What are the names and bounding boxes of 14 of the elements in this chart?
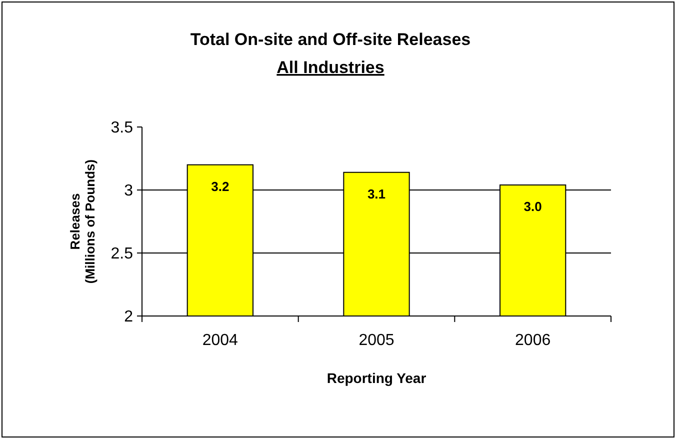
data-label: 3.0 (524, 198, 542, 214)
x-tick-label: 2005 (358, 332, 394, 349)
y-tick-label: 3 (124, 182, 134, 200)
y-axis-title: Releases (Millions of Pounds) (68, 159, 98, 284)
data-label: 3.1 (367, 186, 386, 202)
y-tick-label: 2.5 (110, 246, 134, 263)
chart-title: Total On-site and Off-site Releases (190, 30, 471, 49)
y-tick-label: 3.5 (110, 120, 134, 137)
x-axis-title: Reporting Year (326, 370, 427, 386)
x-tick-label: 2006 (515, 332, 551, 349)
y-tick-label: 2 (124, 308, 134, 326)
data-label: 3.2 (211, 178, 230, 194)
x-tick-label: 2004 (202, 332, 238, 349)
chart-subtitle: All Industries (276, 58, 384, 77)
